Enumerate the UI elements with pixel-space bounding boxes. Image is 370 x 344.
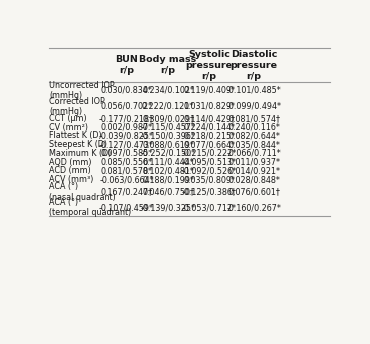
Text: ACD (mm): ACD (mm) bbox=[49, 166, 91, 175]
Text: 0.077/0.664*: 0.077/0.664* bbox=[183, 140, 235, 149]
Text: -0.127/0.473*: -0.127/0.473* bbox=[99, 140, 154, 149]
Text: -0.066/0.711*: -0.066/0.711* bbox=[227, 149, 282, 158]
Text: CCT (μm): CCT (μm) bbox=[49, 114, 87, 123]
Text: Maximum K (D): Maximum K (D) bbox=[49, 149, 111, 158]
Text: 0.002/0.987*: 0.002/0.987* bbox=[101, 123, 152, 132]
Text: -0.125/0.386†: -0.125/0.386† bbox=[182, 187, 236, 196]
Text: 0.035/0.809*: 0.035/0.809* bbox=[183, 175, 235, 184]
Text: 0.085/0.556*: 0.085/0.556* bbox=[101, 158, 152, 167]
Text: 0.188/0.199*: 0.188/0.199* bbox=[142, 175, 194, 184]
Text: 0.088/0.619*: 0.088/0.619* bbox=[142, 140, 194, 149]
Text: -0.101/0.485*: -0.101/0.485* bbox=[227, 86, 282, 95]
Text: 0.035/0.844*: 0.035/0.844* bbox=[228, 140, 280, 149]
Text: CV (mm²): CV (mm²) bbox=[49, 123, 88, 132]
Text: Body mass
r/p: Body mass r/p bbox=[139, 55, 197, 75]
Text: -0.053/0.712*: -0.053/0.712* bbox=[182, 203, 237, 212]
Text: AQD (mm): AQD (mm) bbox=[49, 158, 92, 167]
Text: 0.014/0.921*: 0.014/0.921* bbox=[228, 166, 280, 175]
Text: ACA (°)
(temporal quadrant): ACA (°) (temporal quadrant) bbox=[49, 198, 131, 217]
Text: 0.097/0.585*: 0.097/0.585* bbox=[100, 149, 153, 158]
Text: -0.215/0.222*: -0.215/0.222* bbox=[182, 149, 237, 158]
Text: Flattest K (D): Flattest K (D) bbox=[49, 131, 102, 140]
Text: -0.092/0.526*: -0.092/0.526* bbox=[182, 166, 237, 175]
Text: ACA (°)
(nasal quadrant): ACA (°) (nasal quadrant) bbox=[49, 182, 116, 202]
Text: -0.039/0.825*: -0.039/0.825* bbox=[99, 131, 154, 140]
Text: 0.082/0.644*: 0.082/0.644* bbox=[228, 131, 280, 140]
Text: -0.139/0.325*: -0.139/0.325* bbox=[141, 203, 196, 212]
Text: 0.218/0.215*: 0.218/0.215* bbox=[183, 131, 235, 140]
Text: Uncorrected IOP
(mmHg): Uncorrected IOP (mmHg) bbox=[49, 81, 115, 100]
Text: 0.028/0.848*: 0.028/0.848* bbox=[228, 175, 280, 184]
Text: ACV (mm³): ACV (mm³) bbox=[49, 175, 94, 184]
Text: -0.095/0.513*: -0.095/0.513* bbox=[182, 158, 237, 167]
Text: -0.252/0.150*: -0.252/0.150* bbox=[141, 149, 196, 158]
Text: Diastolic
pressure
r/p: Diastolic pressure r/p bbox=[231, 50, 278, 81]
Text: 0.081/0.574†: 0.081/0.574† bbox=[228, 114, 280, 123]
Text: 0.081/0.578*: 0.081/0.578* bbox=[101, 166, 152, 175]
Text: 0.030/0.834*: 0.030/0.834* bbox=[101, 86, 152, 95]
Text: Corrected IOP
(mmHg): Corrected IOP (mmHg) bbox=[49, 97, 105, 116]
Text: Steepest K (D): Steepest K (D) bbox=[49, 140, 107, 149]
Text: -0.177/0.218†: -0.177/0.218† bbox=[99, 114, 154, 123]
Text: 0.046/0.750†: 0.046/0.750† bbox=[142, 187, 194, 196]
Text: 0.076/0.601†: 0.076/0.601† bbox=[228, 187, 280, 196]
Text: Systolic
pressure
r/p: Systolic pressure r/p bbox=[186, 50, 233, 81]
Text: 0.011/0.937*: 0.011/0.937* bbox=[228, 158, 280, 167]
Text: BUN
r/p: BUN r/p bbox=[115, 55, 138, 75]
Text: -0.150/0.396*: -0.150/0.396* bbox=[141, 131, 196, 140]
Text: 0.222/0.121*: 0.222/0.121* bbox=[142, 102, 194, 111]
Text: 0.056/0.702*: 0.056/0.702* bbox=[101, 102, 152, 111]
Text: 0.234/0.102*: 0.234/0.102* bbox=[142, 86, 194, 95]
Text: -0.160/0.267*: -0.160/0.267* bbox=[227, 203, 282, 212]
Text: 0.114/0.429†: 0.114/0.429† bbox=[183, 114, 235, 123]
Text: 0.111/0.444*: 0.111/0.444* bbox=[142, 158, 194, 167]
Text: -0.063/0.664*: -0.063/0.664* bbox=[99, 175, 154, 184]
Text: -0.107/0.459*: -0.107/0.459* bbox=[99, 203, 154, 212]
Text: 0.031/0.829*: 0.031/0.829* bbox=[183, 102, 235, 111]
Text: -0.099/0.494*: -0.099/0.494* bbox=[227, 102, 282, 111]
Text: 0.119/0.409*: 0.119/0.409* bbox=[183, 86, 235, 95]
Text: 0.240/0.116*: 0.240/0.116* bbox=[228, 123, 280, 132]
Text: 0.309/0.029†: 0.309/0.029† bbox=[142, 114, 194, 123]
Text: 0.102/0.481*: 0.102/0.481* bbox=[142, 166, 194, 175]
Text: 0.224/0.144*: 0.224/0.144* bbox=[183, 123, 235, 132]
Text: -0.115/0.457*: -0.115/0.457* bbox=[141, 123, 196, 132]
Text: 0.167/0.247†: 0.167/0.247† bbox=[101, 187, 152, 196]
